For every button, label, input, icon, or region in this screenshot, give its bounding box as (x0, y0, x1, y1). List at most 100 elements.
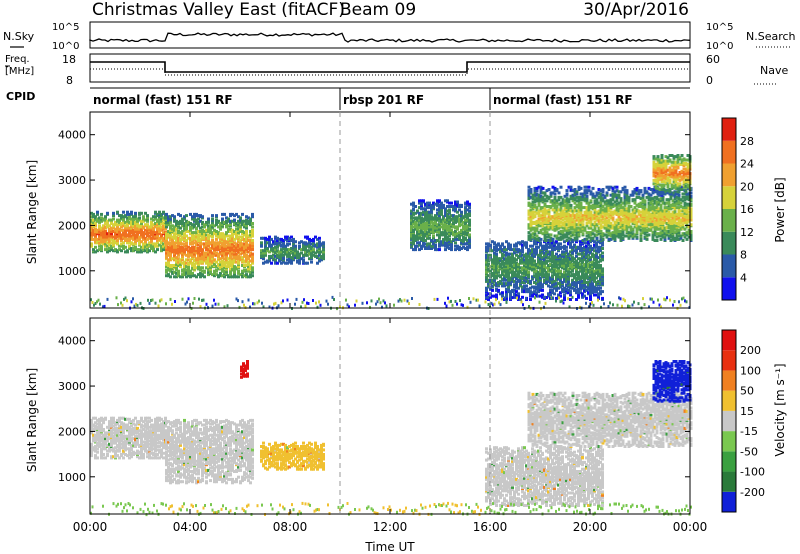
heat-cell (523, 288, 526, 292)
heat-cell (177, 226, 180, 230)
heat-cell (187, 249, 190, 253)
heat-cell (432, 225, 435, 229)
heat-cell (489, 295, 492, 299)
heat-cell (197, 236, 200, 240)
heat-cell (175, 258, 178, 262)
heat-cell (219, 260, 222, 264)
heat-cell (207, 236, 210, 240)
heat-cell (410, 211, 413, 215)
heat-cell (239, 243, 242, 247)
heat-cell (195, 240, 198, 244)
heat-cell (438, 216, 441, 220)
heat-cell (412, 228, 415, 232)
heat-cell (132, 232, 135, 236)
heat-cell (229, 258, 232, 262)
heat-cell (128, 217, 131, 221)
heat-cell (227, 224, 230, 228)
heat-cell (460, 203, 463, 207)
heat-cell (197, 247, 200, 250)
heat-cell (134, 215, 137, 219)
heat-cell (243, 237, 246, 241)
heat-cell (436, 218, 439, 222)
heat-cell (181, 251, 184, 255)
heat-cell (513, 243, 516, 247)
heat-cell (171, 214, 174, 218)
heat-cell (312, 248, 315, 252)
heat-cell (169, 269, 172, 273)
heat-cell (181, 230, 184, 233)
heat-cell (225, 240, 228, 244)
heat-cell (320, 258, 323, 262)
heat-cell (227, 241, 230, 245)
heat-cell (154, 236, 157, 240)
heat-cell (466, 200, 469, 204)
heat-cell (167, 215, 170, 219)
heat-cell (144, 242, 147, 246)
heat-cell (237, 250, 240, 254)
heat-cell (239, 239, 242, 242)
heat-cell (154, 242, 157, 246)
heat-cell (108, 234, 111, 238)
heat-cell (169, 245, 172, 249)
heat-cell (282, 260, 285, 264)
heat-cell (207, 248, 210, 252)
heat-cell (464, 247, 467, 250)
heat-cell (175, 244, 178, 248)
heat-cell (241, 212, 244, 216)
heat-cell (270, 248, 273, 252)
heat-cell (521, 260, 524, 264)
heat-cell (444, 223, 447, 227)
heat-cell (233, 260, 236, 264)
heat-cell (424, 207, 427, 211)
heat-cell (466, 215, 469, 219)
heat-cell (529, 290, 532, 294)
heat-cell (100, 244, 103, 248)
heat-cell (539, 257, 542, 261)
heat-cell (533, 281, 536, 284)
heat-cell (217, 248, 220, 252)
heat-cell (543, 278, 546, 282)
heat-cell (187, 236, 190, 240)
heat-cell (511, 265, 514, 269)
heat-cell (164, 241, 167, 245)
heat-cell (112, 235, 115, 239)
heat-cell (428, 230, 431, 233)
heat-cell (519, 249, 522, 253)
heat-cell (497, 268, 500, 272)
heat-cell (152, 247, 155, 250)
heat-cell (458, 233, 461, 237)
heat-cell (130, 210, 133, 214)
heat-cell (189, 247, 192, 250)
heat-cell (189, 236, 192, 240)
heat-cell (527, 279, 530, 283)
heat-cell (264, 236, 267, 240)
heat-cell (531, 248, 534, 252)
heat-cell (565, 245, 568, 249)
heat-cell (491, 294, 494, 298)
heat-cell (100, 212, 103, 216)
heat-cell (509, 293, 512, 297)
heat-cell (452, 214, 455, 218)
heat-cell (414, 211, 417, 215)
heat-cell (225, 224, 228, 228)
heat-cell (221, 256, 224, 260)
heat-cell (209, 224, 212, 228)
heat-cell (203, 257, 206, 261)
heat-cell (201, 215, 204, 219)
heat-cell (310, 242, 313, 246)
heat-cell (499, 250, 502, 254)
heat-cell (438, 214, 441, 218)
heat-cell (525, 254, 528, 258)
heat-cell (310, 253, 313, 257)
heat-cell (509, 278, 512, 282)
heat-cell (249, 253, 252, 257)
heat-cell (440, 208, 443, 212)
heat-cell (114, 227, 117, 231)
heat-cell (549, 250, 552, 254)
heat-cell (156, 223, 159, 227)
heat-cell (444, 241, 447, 245)
heat-cell (112, 226, 115, 230)
heat-cell (193, 225, 196, 229)
heat-cell (146, 228, 149, 232)
heat-cell (199, 230, 202, 233)
